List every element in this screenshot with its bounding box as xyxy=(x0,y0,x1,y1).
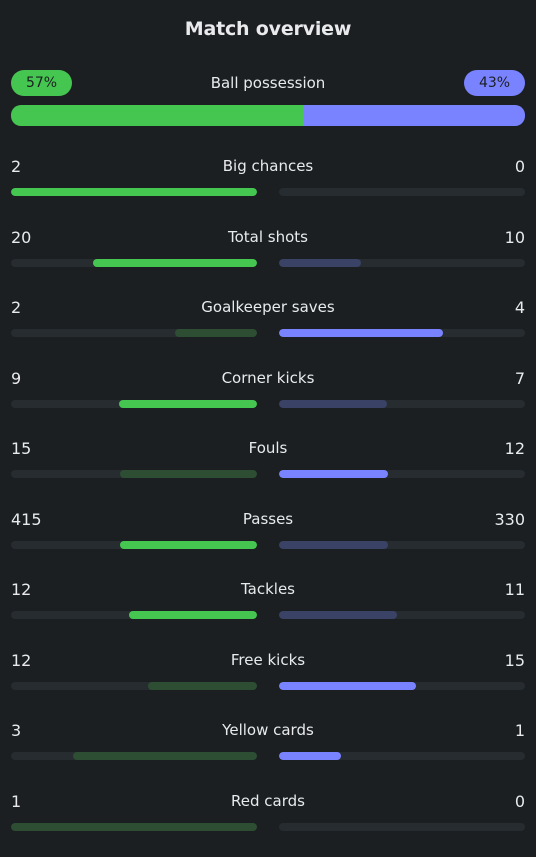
away-value: 0 xyxy=(515,157,525,176)
possession-bar-away xyxy=(304,105,525,126)
away-bar-track xyxy=(279,470,525,478)
away-value: 12 xyxy=(505,439,525,458)
possession-bar-home xyxy=(11,105,304,126)
away-value: 11 xyxy=(505,580,525,599)
stat-label: Big chances xyxy=(11,157,525,175)
away-bar-fill xyxy=(279,541,388,549)
stat-label: Total shots xyxy=(11,228,525,246)
home-bar-track xyxy=(11,259,257,267)
possession-bar xyxy=(11,105,525,126)
home-bar-track xyxy=(11,329,257,337)
home-bar-fill xyxy=(11,188,257,196)
away-bar-track xyxy=(279,611,525,619)
home-bar-track xyxy=(11,188,257,196)
away-value: 1 xyxy=(515,721,525,740)
stat-label: Tackles xyxy=(11,580,525,598)
stat-label: Corner kicks xyxy=(11,369,525,387)
home-bar-fill xyxy=(119,400,257,408)
stat-label: Red cards xyxy=(11,792,525,810)
home-bar-track xyxy=(11,823,257,831)
home-bar-track xyxy=(11,400,257,408)
stat-label: Yellow cards xyxy=(11,721,525,739)
away-bar-fill xyxy=(279,329,443,337)
away-value: 7 xyxy=(515,369,525,388)
possession-label: Ball possession xyxy=(11,74,525,92)
home-bar-fill xyxy=(129,611,257,619)
away-bar-fill xyxy=(279,470,388,478)
home-bar-fill xyxy=(148,682,257,690)
home-bar-fill xyxy=(11,823,257,831)
away-bar-fill xyxy=(279,752,341,760)
away-bar-fill xyxy=(279,611,397,619)
home-bar-fill xyxy=(93,259,257,267)
home-bar-track xyxy=(11,752,257,760)
home-bar-track xyxy=(11,470,257,478)
away-bar-track xyxy=(279,752,525,760)
away-bar-track xyxy=(279,400,525,408)
home-bar-track xyxy=(11,611,257,619)
away-bar-track xyxy=(279,188,525,196)
home-bar-fill xyxy=(73,752,258,760)
stat-label: Fouls xyxy=(11,439,525,457)
home-bar-track xyxy=(11,541,257,549)
away-value: 10 xyxy=(505,228,525,247)
ball-possession: 57% Ball possession 43% xyxy=(11,70,525,130)
stat-label: Goalkeeper saves xyxy=(11,298,525,316)
stat-label: Passes xyxy=(11,510,525,528)
away-bar-fill xyxy=(279,259,361,267)
home-bar-track xyxy=(11,682,257,690)
away-bar-fill xyxy=(279,400,387,408)
stat-label: Free kicks xyxy=(11,651,525,669)
page-title: Match overview xyxy=(0,18,536,40)
away-value: 15 xyxy=(505,651,525,670)
away-possession-badge: 43% xyxy=(464,70,525,96)
home-bar-fill xyxy=(175,329,257,337)
away-value: 0 xyxy=(515,792,525,811)
away-bar-track xyxy=(279,823,525,831)
away-bar-track xyxy=(279,682,525,690)
away-bar-track xyxy=(279,541,525,549)
away-value: 4 xyxy=(515,298,525,317)
away-bar-fill xyxy=(279,682,416,690)
away-bar-track xyxy=(279,259,525,267)
away-bar-track xyxy=(279,329,525,337)
home-bar-fill xyxy=(120,470,257,478)
away-value: 330 xyxy=(494,510,525,529)
home-bar-fill xyxy=(120,541,257,549)
